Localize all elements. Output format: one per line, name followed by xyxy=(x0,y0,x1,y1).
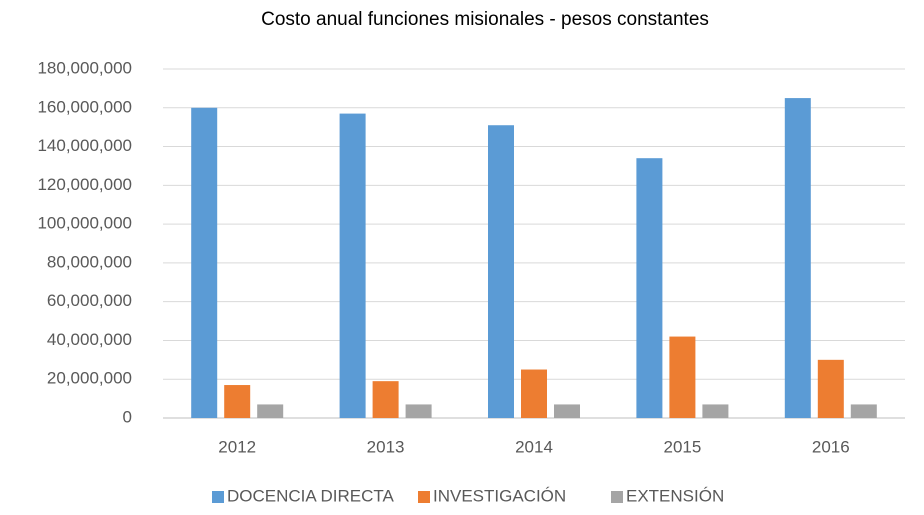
y-tick-label: 160,000,000 xyxy=(37,97,132,116)
y-tick-label: 40,000,000 xyxy=(47,330,132,349)
y-tick-label: 80,000,000 xyxy=(47,252,132,271)
x-tick-label: 2016 xyxy=(812,437,850,456)
bar xyxy=(372,381,399,418)
bar xyxy=(817,359,844,418)
bar xyxy=(488,125,514,418)
chart-title: Costo anual funciones misionales - pesos… xyxy=(261,9,709,30)
bar xyxy=(636,158,663,418)
x-tick-label: 2015 xyxy=(663,437,701,456)
y-tick-label: 180,000,000 xyxy=(37,58,132,77)
bar xyxy=(702,404,729,418)
x-tick-label: 2013 xyxy=(367,437,405,456)
y-tick-label: 100,000,000 xyxy=(37,214,132,233)
bar xyxy=(554,404,580,418)
legend-swatch xyxy=(611,491,623,503)
legend-swatch xyxy=(418,491,430,503)
bar xyxy=(224,385,251,418)
legend-label: EXTENSIÓN xyxy=(626,486,724,505)
y-tick-label: 60,000,000 xyxy=(47,291,132,310)
bar xyxy=(521,369,547,418)
y-tick-label: 20,000,000 xyxy=(47,369,132,388)
bar xyxy=(784,98,811,418)
x-tick-label: 2014 xyxy=(515,437,553,456)
y-tick-label: 0 xyxy=(123,407,132,426)
legend-label: DOCENCIA DIRECTA xyxy=(227,486,395,505)
y-tick-label: 140,000,000 xyxy=(37,136,132,155)
bar xyxy=(339,113,366,418)
bar xyxy=(405,404,432,418)
bar xyxy=(191,107,218,419)
bar xyxy=(257,404,284,418)
y-tick-label: 120,000,000 xyxy=(37,175,132,194)
bar xyxy=(850,404,877,418)
legend-label: INVESTIGACIÓN xyxy=(433,486,566,505)
x-tick-label: 2012 xyxy=(218,437,256,456)
bar xyxy=(669,336,696,418)
legend-swatch xyxy=(212,491,224,503)
